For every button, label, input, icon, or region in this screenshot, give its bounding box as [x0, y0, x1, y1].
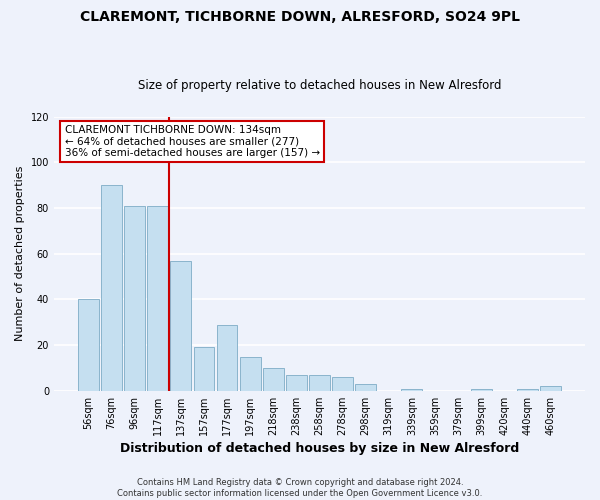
- Bar: [286, 375, 307, 391]
- Bar: [263, 368, 284, 391]
- Bar: [240, 356, 260, 391]
- Bar: [124, 206, 145, 391]
- Bar: [332, 377, 353, 391]
- Bar: [517, 388, 538, 391]
- Bar: [101, 186, 122, 391]
- Y-axis label: Number of detached properties: Number of detached properties: [15, 166, 25, 342]
- X-axis label: Distribution of detached houses by size in New Alresford: Distribution of detached houses by size …: [120, 442, 519, 455]
- Bar: [540, 386, 561, 391]
- Bar: [309, 375, 330, 391]
- Bar: [355, 384, 376, 391]
- Text: CLAREMONT TICHBORNE DOWN: 134sqm
← 64% of detached houses are smaller (277)
36% : CLAREMONT TICHBORNE DOWN: 134sqm ← 64% o…: [65, 125, 320, 158]
- Title: Size of property relative to detached houses in New Alresford: Size of property relative to detached ho…: [138, 79, 501, 92]
- Bar: [78, 300, 99, 391]
- Bar: [401, 388, 422, 391]
- Bar: [170, 260, 191, 391]
- Bar: [194, 348, 214, 391]
- Bar: [217, 324, 238, 391]
- Bar: [148, 206, 168, 391]
- Text: Contains HM Land Registry data © Crown copyright and database right 2024.
Contai: Contains HM Land Registry data © Crown c…: [118, 478, 482, 498]
- Text: CLAREMONT, TICHBORNE DOWN, ALRESFORD, SO24 9PL: CLAREMONT, TICHBORNE DOWN, ALRESFORD, SO…: [80, 10, 520, 24]
- Bar: [471, 388, 491, 391]
